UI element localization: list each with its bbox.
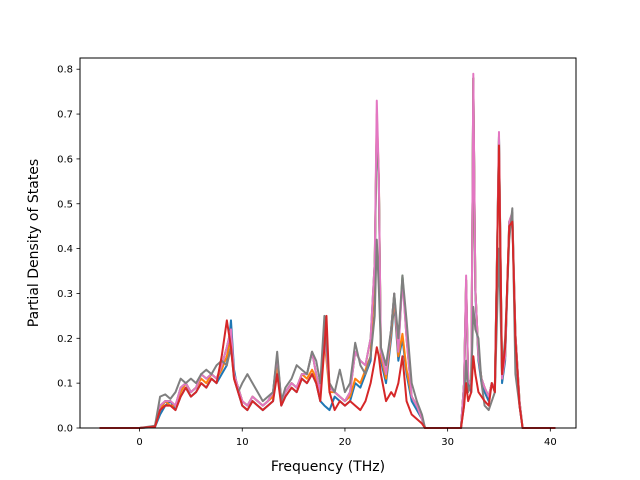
x-axis-label: Frequency (THz) <box>271 459 385 475</box>
y-axis: 0.0 0.1 0.2 0.3 0.4 0.5 0.6 0.7 0.8 <box>57 65 80 435</box>
series-line-6 <box>99 144 556 429</box>
y-tick-label-7: 0.7 <box>57 110 73 121</box>
y-tick-label-0: 0.0 <box>57 424 73 435</box>
x-axis: 0 10 20 30 40 <box>136 428 557 448</box>
y-tick-label-2: 0.2 <box>57 334 73 345</box>
x-tick-label-1: 10 <box>236 437 249 448</box>
x-tick-label-3: 30 <box>441 437 454 448</box>
y-axis-label: Partial Density of States <box>26 159 42 327</box>
x-tick-label-2: 20 <box>339 437 352 448</box>
x-tick-label-4: 40 <box>544 437 557 448</box>
y-tick-label-4: 0.4 <box>57 244 73 255</box>
y-tick-label-6: 0.6 <box>57 154 73 165</box>
y-tick-label-1: 0.1 <box>57 379 73 390</box>
x-tick-label-0: 0 <box>136 437 142 448</box>
plot-frame <box>79 57 577 429</box>
series-layer <box>99 72 556 429</box>
y-tick-label-5: 0.5 <box>57 199 73 210</box>
y-tick-label-3: 0.3 <box>57 289 73 300</box>
y-tick-label-8: 0.8 <box>57 65 73 76</box>
series-line-5 <box>99 207 556 429</box>
